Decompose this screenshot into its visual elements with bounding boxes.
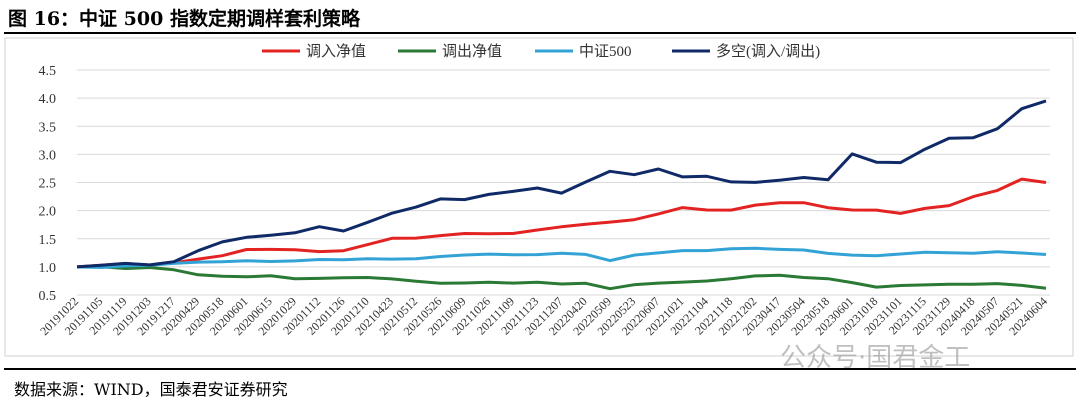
y-tick-label: 0.5: [39, 289, 57, 304]
series-line-3: [76, 99, 1047, 269]
y-tick-label: 1.0: [39, 261, 57, 276]
legend-label: 多空(调入/调出): [716, 43, 820, 60]
title-divider: [4, 32, 1076, 34]
y-tick-label: 3.0: [39, 148, 57, 163]
y-tick-label: 2.0: [39, 205, 57, 220]
y-tick-label: 2.5: [39, 177, 57, 192]
legend-label: 调入净值: [306, 43, 366, 60]
chart-frame: [4, 37, 1074, 357]
source-note: 数据来源：WIND，国泰君安证券研究: [14, 380, 288, 399]
legend-label: 中证500: [579, 43, 632, 60]
y-tick-label: 4.5: [39, 64, 57, 79]
y-tick-label: 3.5: [39, 120, 57, 135]
y-tick-label: 4.0: [39, 92, 57, 107]
series-line-2: [76, 246, 1047, 269]
legend-label: 调出净值: [442, 43, 502, 60]
series-line-1: [76, 265, 1047, 291]
series-line-0: [76, 177, 1047, 269]
source-divider: [4, 368, 1076, 370]
figure-title: 图 16：中证 500 指数定期调样套利策略: [8, 8, 360, 30]
y-tick-label: 1.5: [39, 233, 57, 248]
